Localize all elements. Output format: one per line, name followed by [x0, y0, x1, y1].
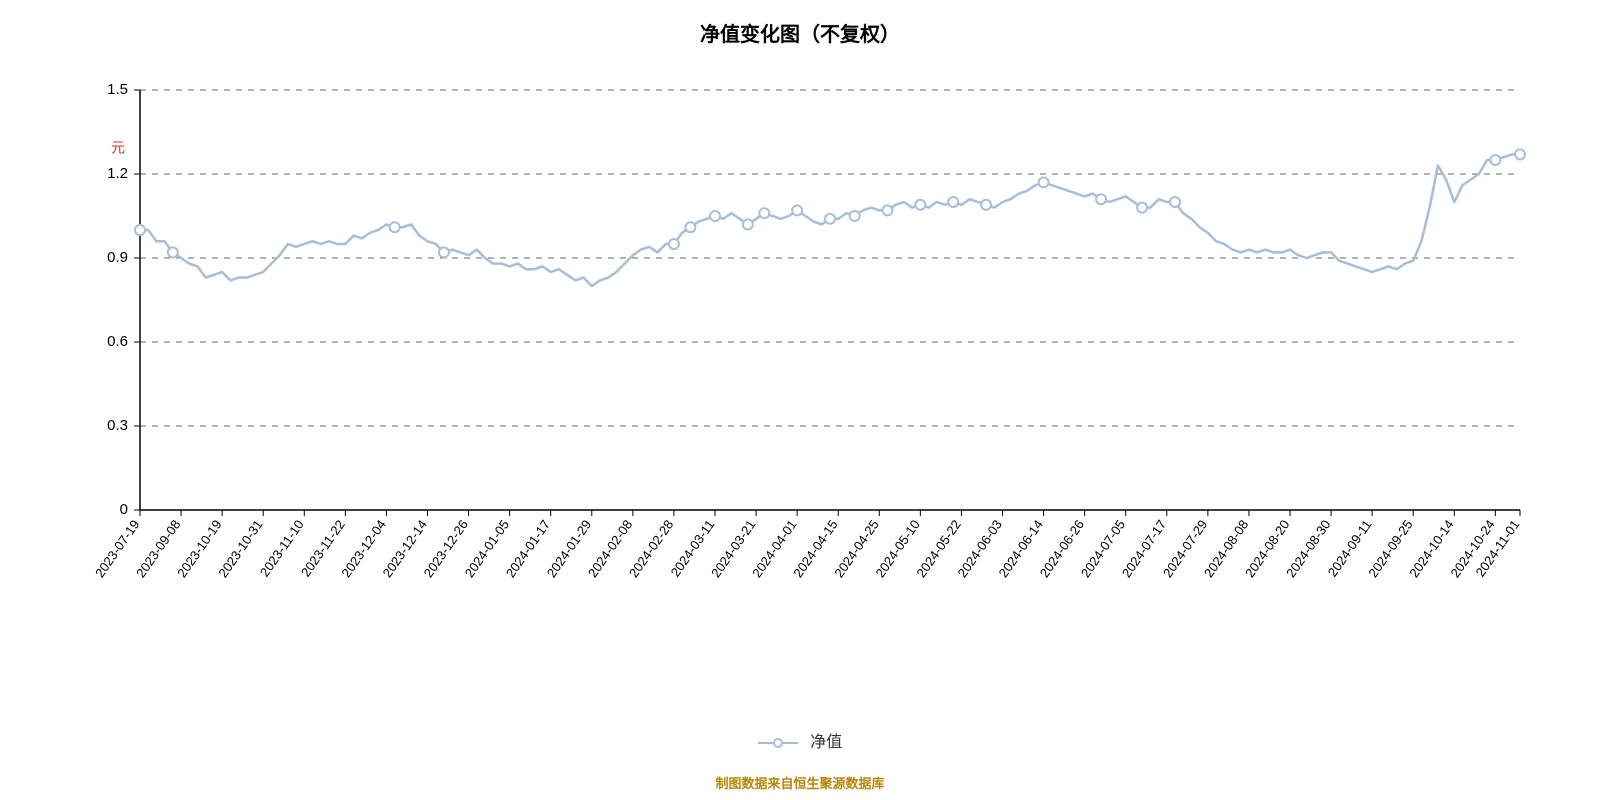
legend-line-sample	[758, 742, 798, 744]
chart-container: 净值变化图（不复权） 元 00.30.60.91.21.52023-07-192…	[0, 0, 1600, 800]
svg-text:0.6: 0.6	[107, 333, 128, 350]
legend-label: 净值	[810, 734, 842, 751]
legend-marker	[773, 738, 783, 748]
footer-note: 制图数据来自恒生聚源数据库	[0, 773, 1600, 792]
svg-text:1.5: 1.5	[107, 81, 128, 98]
svg-text:1.2: 1.2	[107, 165, 128, 182]
svg-text:0.9: 0.9	[107, 249, 128, 266]
legend: 净值	[0, 728, 1600, 752]
svg-text:0: 0	[120, 501, 128, 518]
svg-text:0.3: 0.3	[107, 417, 128, 434]
chart-svg: 00.30.60.91.21.52023-07-192023-09-082023…	[0, 0, 1600, 800]
